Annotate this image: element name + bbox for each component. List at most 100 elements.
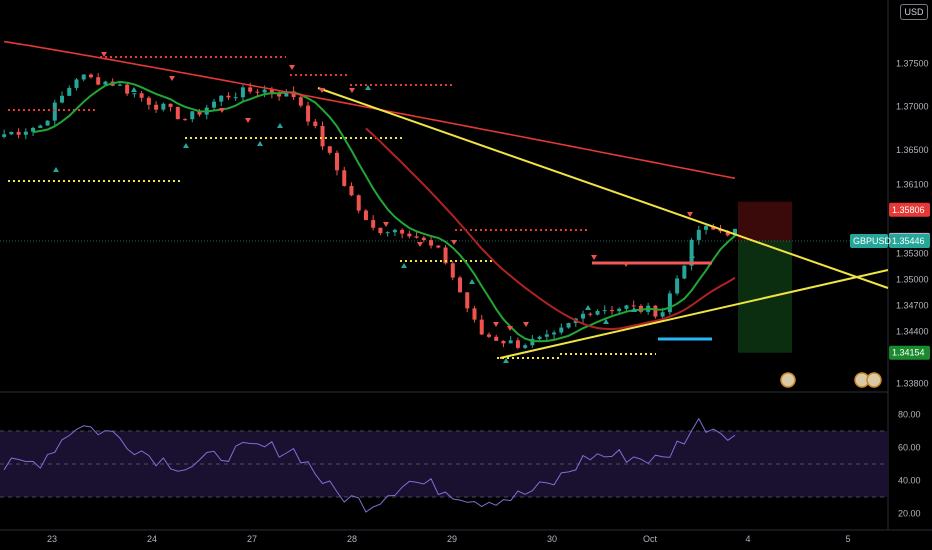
currency-label: USD — [904, 7, 924, 17]
moving-averages — [3, 40, 736, 343]
candle-body — [689, 239, 694, 266]
sell-signal-marker — [289, 65, 295, 70]
sell-signal-marker — [591, 255, 597, 260]
sell-signal-marker — [623, 262, 629, 267]
candle-body — [508, 340, 513, 344]
descending-trendline — [317, 87, 889, 289]
buy-signal-marker — [257, 141, 263, 146]
candle-body — [443, 247, 448, 264]
candle-body — [31, 127, 36, 132]
sell-signal-marker — [417, 242, 423, 247]
candle-body — [450, 263, 455, 278]
candle-body — [2, 134, 7, 137]
candle-body — [146, 97, 151, 105]
ascending-trendline — [499, 269, 889, 359]
time-axis-label: 4 — [745, 534, 750, 544]
price-tick-label: 1.36500 — [896, 145, 929, 155]
candle-body — [103, 81, 108, 85]
candle-body — [581, 313, 586, 319]
candle-body — [356, 195, 361, 211]
rsi-tick-label: 60.00 — [898, 443, 921, 453]
time-axis-label: 5 — [845, 534, 850, 544]
candle-body — [631, 305, 636, 307]
symbol-price-tag-text: 1.35446 — [892, 236, 925, 246]
time-axis-label: Oct — [643, 534, 658, 544]
slow-moving-average — [3, 40, 736, 180]
price-tick-label: 1.37000 — [896, 102, 929, 112]
candle-body — [313, 121, 318, 127]
symbol-name-tag-text: GBPUSD — [853, 236, 892, 246]
candle-body — [515, 340, 520, 348]
candle-body — [530, 338, 535, 346]
candle-body — [436, 245, 441, 248]
rsi-tick-label: 20.00 — [898, 509, 921, 519]
candle-body — [363, 210, 368, 221]
candle-body — [117, 84, 122, 86]
candle-body — [588, 313, 593, 315]
sell-signal-marker — [319, 88, 325, 93]
candle-body — [154, 104, 159, 110]
candle-body — [660, 312, 665, 317]
stop-price-tag-text: 1.35806 — [892, 205, 925, 215]
economic-events — [780, 372, 882, 388]
candle-body — [479, 319, 484, 335]
stop-price-tag: 1.35806 — [889, 202, 930, 217]
candle-body — [407, 233, 412, 237]
candle-body — [211, 101, 216, 108]
time-axis-label: 30 — [547, 534, 557, 544]
rsi-tick-label: 40.00 — [898, 476, 921, 486]
sell-signal-marker — [507, 326, 513, 331]
candle-body — [349, 185, 354, 196]
buy-signal-marker — [631, 307, 637, 312]
candle-body — [284, 91, 289, 97]
take-profit-zone — [738, 240, 792, 353]
candle-body — [400, 229, 405, 234]
buy-signal-marker — [183, 143, 189, 148]
buy-signal-marker — [503, 358, 509, 363]
trendlines — [317, 87, 889, 359]
candle-body — [168, 103, 173, 107]
chart-grid — [0, 0, 932, 531]
price-tick-label: 1.35300 — [896, 249, 929, 259]
buy-signal-marker — [401, 263, 407, 268]
buy-signal-marker — [689, 253, 695, 258]
candle-body — [81, 74, 86, 80]
rsi-tick-label: 80.00 — [898, 410, 921, 420]
candle-body — [711, 226, 716, 230]
symbol-name-tag-bg — [850, 233, 888, 248]
candle-body — [566, 323, 571, 328]
candle-body — [602, 310, 607, 312]
buy-signal-marker — [585, 305, 591, 310]
price-tick-label: 1.34700 — [896, 300, 929, 310]
candle-body — [624, 305, 629, 309]
sell-signal-marker — [101, 52, 107, 57]
buy-signal-marker — [603, 319, 609, 324]
candle-body — [414, 236, 419, 238]
dotted-levels — [8, 56, 656, 359]
candle-body — [704, 226, 709, 230]
candle-body — [52, 102, 57, 121]
candle-body — [371, 220, 376, 228]
candle-body — [197, 111, 202, 115]
candle-body — [682, 265, 687, 279]
price-tick-label: 1.33800 — [896, 378, 929, 388]
candle-body — [486, 334, 491, 337]
time-axis-label: 24 — [147, 534, 157, 544]
sell-signal-marker — [687, 212, 693, 217]
candle-body — [240, 87, 245, 98]
candle-body — [60, 95, 65, 103]
sell-signal-marker — [349, 88, 355, 93]
sell-signal-marker — [219, 108, 225, 113]
price-tick-label: 1.35000 — [896, 275, 929, 285]
candle-body — [378, 227, 383, 234]
sell-signal-marker — [383, 222, 389, 227]
sell-signal-marker — [493, 322, 499, 327]
candles — [2, 73, 737, 350]
target-price-tag-bg — [889, 345, 930, 360]
currency-selector[interactable]: USD — [900, 4, 928, 20]
position-zones — [738, 201, 792, 353]
candle-body — [501, 340, 506, 344]
candle-body — [255, 91, 260, 93]
fast-moving-average — [32, 80, 736, 343]
